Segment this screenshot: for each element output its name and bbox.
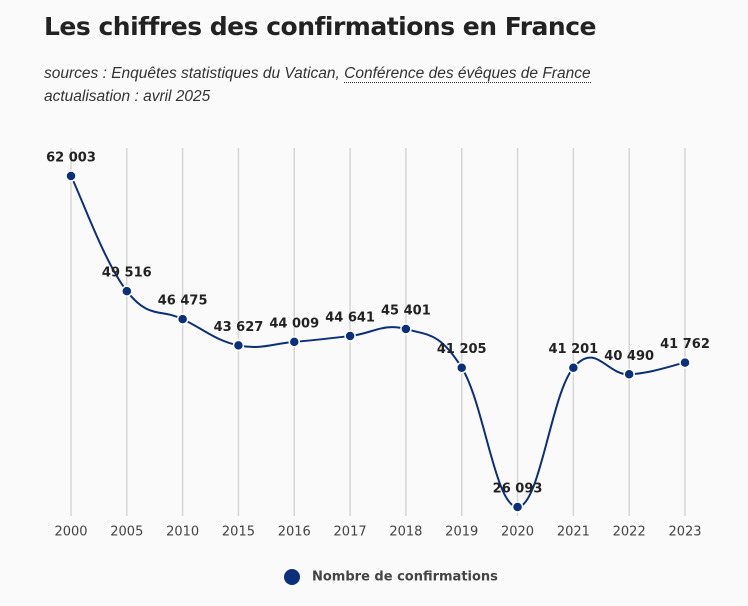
source-line: sources : Enquêtes statistiques du Vatic…: [44, 65, 591, 83]
point: [288, 336, 301, 348]
x-tick-label: 2018: [389, 525, 422, 540]
x-tick-label: 2010: [166, 525, 199, 540]
source-text: sources : Enquêtes statistiques du Vatic…: [44, 65, 340, 82]
legend-label: Nombre de confirmations: [312, 570, 498, 585]
x-tick-label: 2021: [557, 525, 590, 540]
point: [567, 361, 580, 374]
x-tick-label: 2023: [668, 525, 701, 540]
x-tick-label: 2005: [110, 525, 143, 540]
data-label: 44 641: [325, 311, 375, 326]
point: [344, 330, 356, 342]
point: [232, 339, 245, 352]
chart-title: Les chiffres des confirmations en France: [44, 12, 597, 41]
data-label: 62 003: [46, 151, 96, 166]
data-label: 49 516: [102, 266, 152, 281]
x-tick-label: 2015: [222, 525, 255, 540]
point: [623, 368, 635, 381]
data-label: 46 475: [158, 294, 208, 309]
point: [679, 356, 691, 369]
data-label: 43 627: [214, 320, 264, 335]
x-tick-label: 2019: [445, 525, 478, 540]
data-label: 41 762: [660, 337, 710, 352]
point: [455, 361, 468, 374]
data-label: 45 401: [381, 304, 431, 319]
data-label: 41 201: [548, 342, 598, 357]
x-tick-label: 2017: [334, 525, 367, 540]
point: [121, 285, 133, 297]
data-label: 40 490: [604, 349, 654, 364]
x-tick-label: 2022: [613, 525, 646, 540]
x-tick-label: 2000: [54, 525, 87, 540]
data-label: 41 205: [437, 342, 487, 357]
source-link[interactable]: Conférence des évêques de France: [344, 65, 591, 83]
point: [511, 501, 524, 513]
point: [400, 323, 412, 335]
point: [176, 313, 189, 325]
x-tick-label: 2016: [278, 525, 311, 540]
update-text: actualisation : avril 2025: [44, 88, 211, 105]
point: [65, 170, 77, 182]
legend-marker: [284, 569, 300, 585]
x-tick-label: 2020: [501, 525, 534, 540]
data-label: 26 093: [493, 482, 543, 497]
data-label: 44 009: [269, 316, 319, 331]
